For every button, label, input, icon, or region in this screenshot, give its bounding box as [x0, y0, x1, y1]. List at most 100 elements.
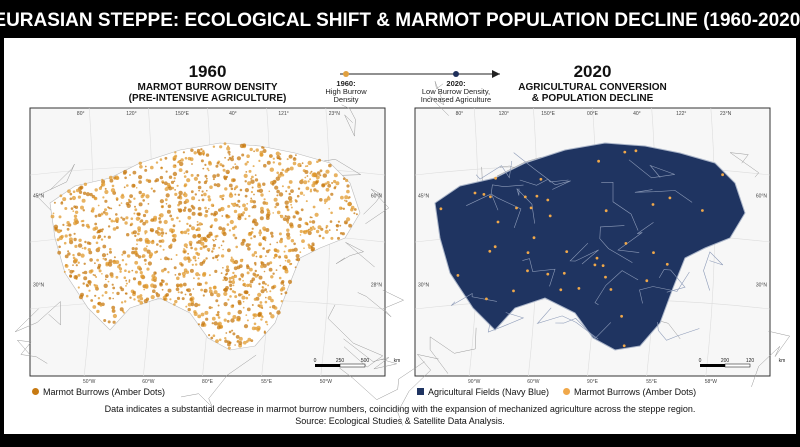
burrow-dot [208, 306, 212, 310]
burrow-dot [80, 294, 83, 297]
burrow-dot [258, 231, 262, 235]
burrow-dot [63, 270, 66, 273]
burrow-dot [260, 264, 264, 269]
burrow-dot [204, 245, 208, 248]
burrow-dot [274, 253, 278, 258]
burrow-dot [56, 229, 61, 234]
burrow-dot [276, 189, 280, 194]
burrow-dot [144, 230, 148, 234]
burrow-dot [210, 224, 214, 227]
burrow-dot [53, 201, 56, 204]
burrow-dot [171, 238, 177, 243]
timeline-arrow [492, 70, 500, 78]
burrow-dot [623, 150, 627, 154]
burrow-dot [288, 192, 291, 196]
burrow-dot [73, 258, 78, 263]
burrow-dot [237, 216, 242, 221]
burrow-dot [295, 211, 300, 215]
burrow-dot [243, 340, 247, 345]
burrow-dot [124, 176, 127, 180]
burrow-dot [133, 212, 136, 215]
burrow-dot [222, 231, 227, 237]
burrow-dot [238, 336, 243, 341]
burrow-dot [94, 262, 96, 265]
burrow-dot [211, 322, 214, 325]
burrow-dot [701, 209, 704, 212]
burrow-dot [289, 166, 294, 171]
burrow-dot [115, 275, 119, 279]
burrow-dot [166, 209, 171, 214]
burrow-dot [185, 170, 189, 174]
burrow-dot [279, 153, 282, 155]
burrow-dot [92, 227, 97, 231]
map-coordinate-label: 80° [456, 111, 464, 117]
burrow-dot [241, 258, 244, 261]
burrow-dot [234, 202, 237, 205]
burrow-dot [345, 200, 348, 203]
burrow-dot [254, 263, 257, 266]
burrow-dot [281, 185, 284, 188]
burrow-dot [198, 274, 201, 276]
burrow-dot [301, 239, 305, 244]
burrow-dot [319, 198, 323, 202]
burrow-dot [197, 185, 202, 190]
burrow-dot [184, 293, 187, 296]
burrow-dot [266, 209, 271, 213]
burrow-dot [122, 217, 126, 221]
burrow-dot [226, 319, 230, 323]
burrow-dot [101, 178, 104, 181]
burrow-dot [246, 202, 249, 205]
burrow-dot [57, 250, 62, 255]
burrow-dot [316, 160, 319, 163]
burrow-dot [193, 277, 195, 280]
burrow-dot [213, 239, 215, 242]
burrow-dot [104, 291, 108, 294]
burrow-dot [148, 254, 153, 258]
burrow-dot [102, 244, 107, 249]
burrow-dot [228, 153, 231, 156]
burrow-dot [296, 194, 300, 198]
burrow-dot [146, 249, 151, 254]
country-border [343, 338, 398, 370]
burrow-dot [220, 206, 225, 212]
burrow-dot [242, 282, 246, 286]
burrow-dot [281, 280, 285, 284]
burrow-dot [180, 291, 183, 294]
burrow-dot [160, 228, 164, 232]
burrow-dot [259, 254, 263, 259]
burrow-dot [53, 224, 59, 229]
field-boundary [466, 184, 524, 206]
burrow-dot [104, 208, 107, 212]
burrow-dot [263, 163, 267, 168]
burrow-dot [532, 236, 536, 240]
burrow-dot [85, 192, 90, 197]
burrow-dot [150, 187, 153, 190]
burrow-dot [265, 296, 267, 299]
burrow-dot [327, 195, 330, 198]
burrow-dot [67, 252, 71, 256]
burrow-dot [218, 338, 222, 342]
burrow-dot [347, 197, 350, 200]
burrow-dot [150, 295, 155, 300]
burrow-dot [247, 247, 251, 251]
burrow-dot [125, 263, 128, 266]
burrow-dot [96, 258, 99, 262]
burrow-dot [198, 199, 201, 202]
burrow-dot [318, 234, 322, 238]
burrow-dot [185, 288, 189, 292]
burrow-dot [222, 279, 225, 281]
burrow-dot [190, 302, 195, 307]
burrow-dot [156, 243, 159, 246]
burrow-dot [163, 181, 168, 186]
scale-label: km [394, 358, 401, 364]
burrow-dot [278, 192, 284, 197]
burrow-dot [77, 243, 83, 248]
burrow-dot [204, 206, 207, 210]
burrow-dot [634, 149, 638, 153]
burrow-dot [303, 194, 305, 196]
burrow-dot [109, 247, 112, 251]
burrow-dot [58, 235, 63, 241]
legend-swatch [417, 388, 424, 395]
burrow-dot [137, 232, 140, 236]
field-boundary [658, 269, 686, 293]
